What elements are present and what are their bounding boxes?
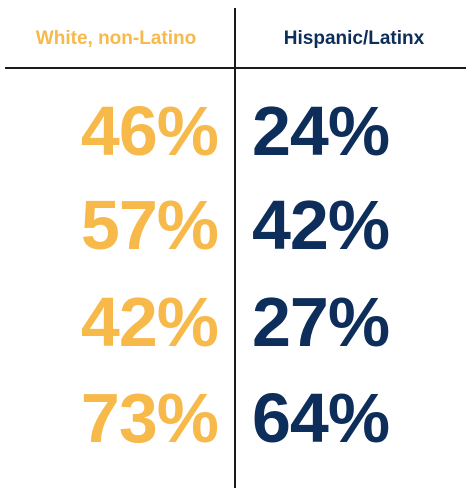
column-header-hispanic-latinx: Hispanic/Latinx bbox=[283, 28, 425, 49]
value-hispanic-latinx-row-4: 64% bbox=[252, 379, 390, 457]
value-hispanic-latinx-row-1: 24% bbox=[252, 92, 390, 170]
value-white-non-latino-row-2: 57% bbox=[80, 186, 219, 264]
value-white-non-latino-row-1: 46% bbox=[80, 92, 219, 170]
column-header-white-non-latino: White, non-Latino bbox=[35, 28, 197, 49]
value-white-non-latino-row-4: 73% bbox=[80, 379, 219, 457]
value-hispanic-latinx-row-2: 42% bbox=[252, 186, 390, 264]
value-white-non-latino-row-3: 42% bbox=[80, 283, 219, 361]
value-hispanic-latinx-row-3: 27% bbox=[252, 283, 390, 361]
column-divider bbox=[234, 8, 236, 488]
